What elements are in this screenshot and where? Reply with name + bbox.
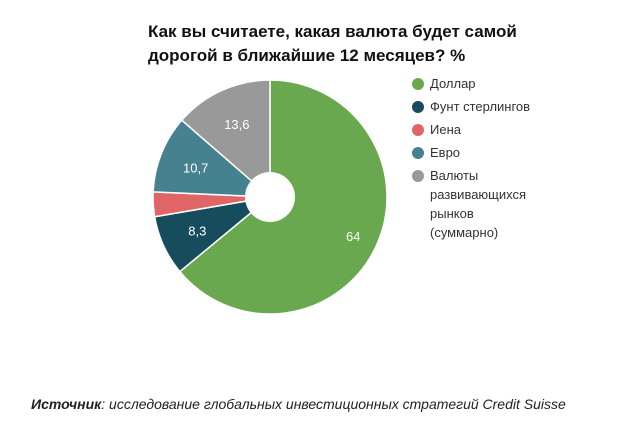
legend-item: Валюты развивающихся рынков (суммарно) xyxy=(412,168,540,242)
legend-swatch xyxy=(412,124,424,136)
legend-item: Доллар xyxy=(412,76,540,93)
legend-item: Фунт стерлингов xyxy=(412,99,540,116)
legend-label: Евро xyxy=(430,145,461,160)
legend-swatch xyxy=(412,78,424,90)
data-label-4: 13,6 xyxy=(224,117,249,132)
legend-swatch xyxy=(412,170,424,182)
slice-4 xyxy=(180,79,271,199)
legend-item: Евро xyxy=(412,145,540,162)
data-label-3: 10,7 xyxy=(183,160,208,175)
legend-swatch xyxy=(412,101,424,113)
source-note: Источник: исследование глобальных инвест… xyxy=(31,396,566,412)
legend-label: Фунт стерлингов xyxy=(430,99,531,114)
source-label: Источник xyxy=(31,396,102,412)
data-label-1: 8,3 xyxy=(188,223,206,238)
legend-item: Иена xyxy=(412,122,540,139)
legend-label: Доллар xyxy=(430,76,476,91)
chart-title: Как вы считаете, какая валюта будет само… xyxy=(148,22,517,65)
legend-label: Валюты развивающихся рынков (суммарно) xyxy=(430,168,527,240)
slice-3 xyxy=(152,119,273,198)
legend-swatch xyxy=(412,147,424,159)
legend-label: Иена xyxy=(430,122,461,137)
donut-hole xyxy=(245,172,295,222)
donut-chart: 64 8,3 10,7 13,6 xyxy=(152,79,388,315)
data-label-0: 64 xyxy=(346,229,360,244)
legend: Доллар Фунт стерлингов Иена Евро Валюты разв… xyxy=(412,76,540,248)
source-text: : исследование глобальных инвестиционных… xyxy=(101,396,566,412)
